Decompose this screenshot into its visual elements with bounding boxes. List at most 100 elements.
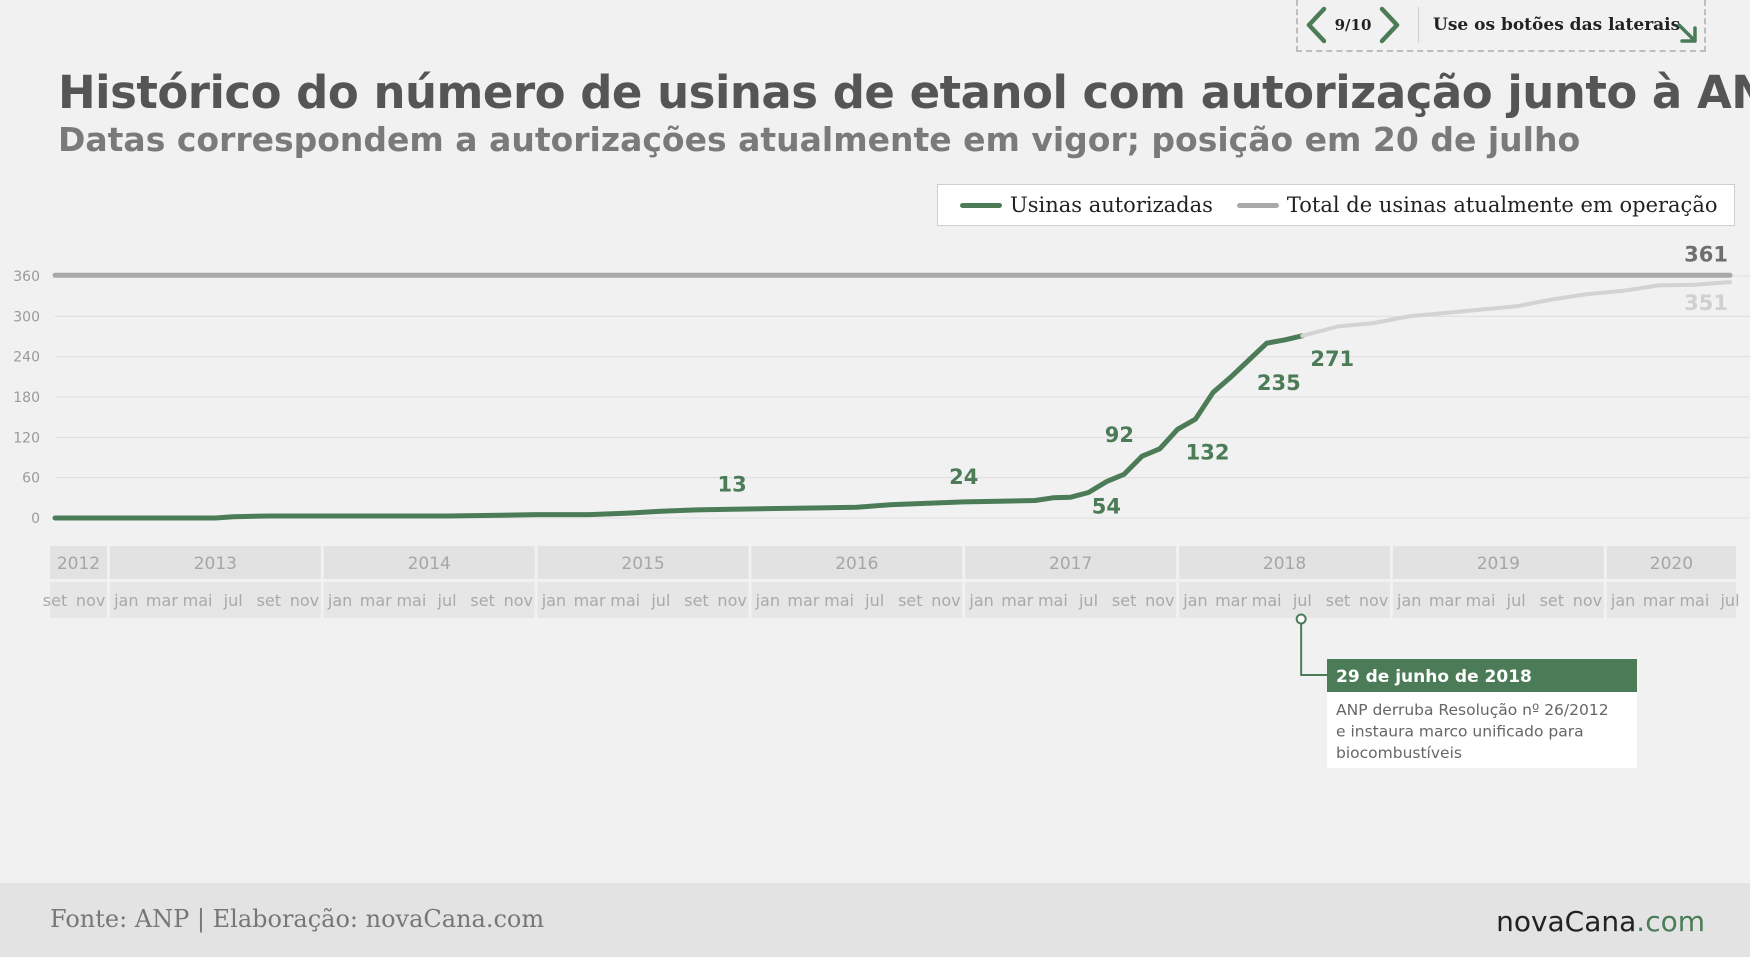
month-band [751, 582, 963, 618]
x-tick-label: nov [504, 591, 533, 610]
x-tick-label: jan [968, 591, 993, 610]
x-tick-label: jan [1610, 591, 1635, 610]
x-tick-label: nov [1359, 591, 1388, 610]
x-tick-label: mar [1429, 591, 1461, 610]
x-tick-label: set [898, 591, 922, 610]
x-year-label: 2016 [835, 554, 878, 574]
x-tick-label: jul [1292, 591, 1312, 610]
series-line [52, 333, 1305, 521]
x-tick-label: set [43, 591, 67, 610]
x-tick-label: nov [1145, 591, 1174, 610]
data-label: 235 [1257, 371, 1301, 395]
month-band [323, 582, 535, 618]
nav-divider [1418, 7, 1419, 43]
x-tick-label: mar [574, 591, 606, 610]
y-tick-label: 180 [13, 390, 40, 406]
x-tick-label: jul [1506, 591, 1526, 610]
x-tick-label: jul [223, 591, 243, 610]
legend-label: Usinas autorizadas [1010, 193, 1213, 217]
legend-swatch [960, 202, 1002, 208]
x-tick-label: mar [1643, 591, 1675, 610]
x-year-label: 2018 [1263, 554, 1306, 574]
x-tick-label: jan [755, 591, 780, 610]
previous-button[interactable] [1298, 0, 1334, 51]
x-year-label: 2013 [194, 554, 237, 574]
nav-hint: Use os botões das laterais [1433, 15, 1681, 35]
brand-suffix: .com [1636, 905, 1705, 938]
x-tick-label: mai [1038, 591, 1068, 610]
year-band [965, 546, 1177, 579]
legend-item-total: Total de usinas atualmente em operação [1236, 193, 1718, 217]
chevron-right-icon [1379, 6, 1400, 44]
x-tick-label: jan [1182, 591, 1207, 610]
x-tick-label: mar [1001, 591, 1033, 610]
brand-logo: novaCana.com [1496, 905, 1705, 938]
x-tick-label: mai [1252, 591, 1282, 610]
year-band [50, 546, 107, 579]
y-tick-label: 300 [13, 309, 40, 325]
month-band [1179, 582, 1390, 618]
x-tick-label: set [1326, 591, 1350, 610]
annotation-connector [1300, 624, 1327, 676]
x-tick-label: nov [76, 591, 105, 610]
x-tick-label: set [257, 591, 281, 610]
annotation-text: e instaura marco unificado para [1336, 723, 1584, 741]
x-tick-label: mai [1466, 591, 1496, 610]
x-tick-label: mai [1679, 591, 1709, 610]
x-tick-label: set [470, 591, 494, 610]
x-tick-label: jul [864, 591, 884, 610]
legend-item-authorized: Usinas autorizadas [960, 193, 1213, 217]
data-label: 271 [1310, 347, 1354, 371]
legend-label: Total de usinas atualmente em operação [1286, 193, 1718, 217]
x-tick-label: set [1540, 591, 1564, 610]
x-tick-label: jul [1719, 591, 1739, 610]
y-tick-label: 240 [13, 350, 40, 366]
year-band [1606, 546, 1736, 579]
x-tick-label: jan [113, 591, 138, 610]
x-year-label: 2017 [1049, 554, 1092, 574]
annotation-marker [1295, 613, 1307, 625]
x-year-label: 2020 [1650, 554, 1693, 574]
chart-title: Histórico do número de usinas de etanol … [58, 66, 1750, 119]
x-tick-label: mai [610, 591, 640, 610]
month-band [50, 582, 107, 618]
y-tick-label: 360 [13, 269, 40, 285]
x-tick-label: jul [650, 591, 670, 610]
x-tick-label: nov [717, 591, 746, 610]
source-note: Fonte: ANP | Elaboração: novaCana.com [50, 905, 545, 933]
annotation-text: ANP derruba Resolução nº 26/2012 [1336, 701, 1609, 719]
data-label: 13 [718, 472, 747, 496]
next-button[interactable] [1372, 0, 1408, 51]
annotation-text: biocombustíveis [1336, 744, 1462, 762]
x-tick-label: jan [327, 591, 352, 610]
x-tick-label: mai [183, 591, 213, 610]
month-band [1606, 582, 1736, 618]
brand-main: novaCana [1496, 905, 1637, 938]
x-tick-label: jan [1396, 591, 1421, 610]
y-tick-label: 0 [31, 511, 40, 527]
month-band [1392, 582, 1604, 618]
x-tick-label: nov [290, 591, 319, 610]
y-tick-label: 120 [13, 430, 40, 446]
y-tick-label: 60 [22, 471, 40, 487]
legend-swatch [1236, 202, 1279, 208]
month-band [109, 582, 321, 618]
slide-counter: 9/10 [1334, 16, 1372, 34]
x-tick-label: jan [541, 591, 566, 610]
year-band [751, 546, 963, 579]
slide-navigator: 9/10 Use os botões das laterais [1296, 0, 1706, 52]
x-tick-label: nov [931, 591, 960, 610]
x-tick-label: jul [1078, 591, 1098, 610]
chart-legend: Usinas autorizadas Total de usinas atual… [937, 184, 1735, 226]
x-tick-label: nov [1573, 591, 1602, 610]
data-label: 54 [1092, 495, 1121, 519]
x-year-label: 2012 [57, 554, 100, 574]
footer: Fonte: ANP | Elaboração: novaCana.com no… [0, 883, 1750, 957]
year-band [1179, 546, 1390, 579]
x-tick-label: mar [787, 591, 819, 610]
x-year-label: 2014 [408, 554, 451, 574]
annotation-header [1327, 659, 1637, 692]
chart-subtitle: Datas correspondem a autorizações atualm… [58, 120, 1581, 159]
chevron-left-icon [1306, 6, 1327, 44]
